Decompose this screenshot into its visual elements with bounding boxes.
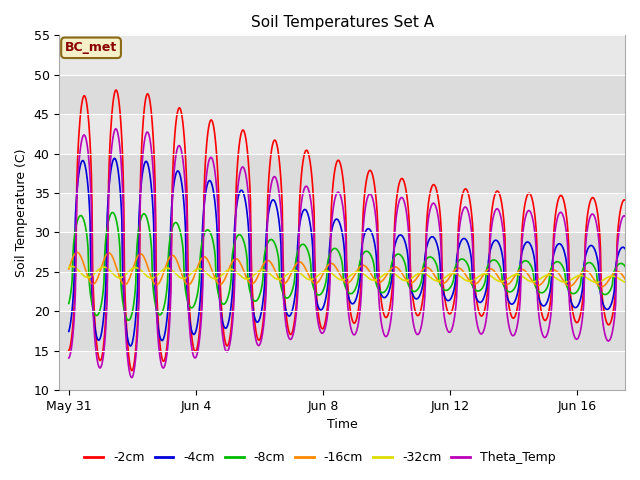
- Bar: [60, 36, 625, 75]
- Text: BC_met: BC_met: [65, 41, 117, 54]
- Bar: [60, 351, 625, 390]
- X-axis label: Time: Time: [327, 419, 358, 432]
- Legend: -2cm, -4cm, -8cm, -16cm, -32cm, Theta_Temp: -2cm, -4cm, -8cm, -16cm, -32cm, Theta_Te…: [79, 446, 561, 469]
- Bar: [60, 272, 625, 312]
- Bar: [60, 114, 625, 154]
- Y-axis label: Soil Temperature (C): Soil Temperature (C): [15, 148, 28, 277]
- Bar: [60, 193, 625, 232]
- Title: Soil Temperatures Set A: Soil Temperatures Set A: [251, 15, 434, 30]
